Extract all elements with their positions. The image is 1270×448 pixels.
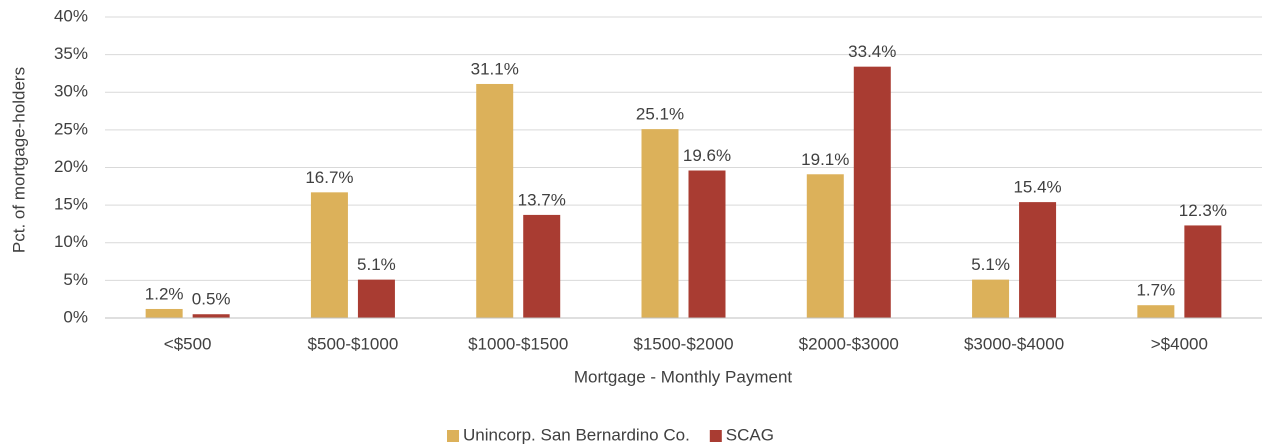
y-tick-label: 25% — [54, 119, 88, 138]
x-tick-label: $1000-$1500 — [468, 334, 568, 353]
data-label: 19.1% — [801, 150, 849, 169]
x-tick-label: $500-$1000 — [308, 334, 399, 353]
x-tick-label: $2000-$3000 — [799, 334, 899, 353]
x-tick-label: <$500 — [164, 334, 212, 353]
data-label: 1.2% — [145, 284, 184, 303]
bar — [806, 174, 844, 318]
bar — [476, 83, 514, 318]
y-axis-label: Pct. of mortgage-holders — [9, 67, 28, 253]
data-label: 13.7% — [518, 190, 566, 209]
x-tick-label: >$4000 — [1151, 334, 1208, 353]
y-tick-label: 0% — [63, 307, 88, 326]
x-axis-label: Mortgage - Monthly Payment — [574, 367, 793, 386]
legend-label: Unincorp. San Bernardino Co. — [463, 425, 690, 444]
data-label: 0.5% — [192, 290, 231, 309]
legend-swatch — [447, 430, 459, 442]
bar — [357, 279, 395, 318]
y-tick-label: 15% — [54, 195, 88, 214]
bar — [310, 192, 348, 318]
bar — [145, 308, 183, 318]
data-label: 5.1% — [357, 255, 396, 274]
bar — [688, 170, 726, 318]
bar — [853, 66, 891, 318]
legend-swatch — [709, 430, 722, 442]
bar — [1137, 305, 1175, 318]
bar — [641, 129, 679, 318]
data-label: 5.1% — [971, 255, 1010, 274]
data-label: 19.6% — [683, 146, 731, 165]
bar — [192, 314, 230, 318]
y-tick-label: 20% — [54, 157, 88, 176]
data-label: 33.4% — [848, 42, 896, 61]
bar — [1184, 225, 1222, 318]
data-label: 16.7% — [305, 168, 353, 187]
y-tick-label: 5% — [63, 270, 88, 289]
y-tick-label: 30% — [54, 82, 88, 101]
data-label: 25.1% — [636, 105, 684, 124]
bar — [523, 214, 561, 318]
data-label: 15.4% — [1013, 178, 1061, 197]
y-tick-label: 10% — [54, 232, 88, 251]
data-label: 31.1% — [471, 59, 519, 78]
bar — [972, 279, 1010, 318]
bar — [1019, 202, 1057, 318]
x-tick-label: $3000-$4000 — [964, 334, 1064, 353]
legend-label: SCAG — [726, 425, 774, 444]
data-label: 1.7% — [1136, 281, 1175, 300]
y-tick-label: 40% — [54, 6, 88, 25]
x-tick-label: $1500-$2000 — [633, 334, 733, 353]
data-label: 12.3% — [1179, 201, 1227, 220]
y-tick-label: 35% — [54, 44, 88, 63]
